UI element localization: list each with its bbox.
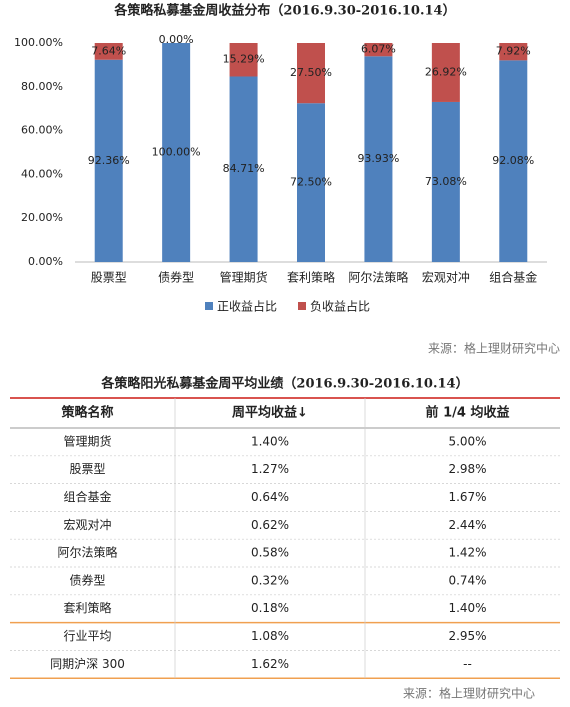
- bar-segment: [297, 103, 325, 262]
- table-cell: 0.74%: [448, 573, 486, 587]
- x-tick-label: 股票型: [91, 271, 127, 285]
- value-label: 92.08%: [492, 154, 534, 167]
- x-tick-label: 套利策略: [287, 270, 335, 285]
- x-tick-label: 管理期货: [220, 270, 268, 285]
- table-cell: 1.42%: [448, 546, 486, 560]
- table-source: 来源：格上理财研究中心: [403, 686, 535, 701]
- table-cell: 0.58%: [251, 546, 289, 560]
- value-label: 100.00%: [152, 146, 201, 159]
- value-label: 15.29%: [223, 53, 265, 66]
- bar-segment: [431, 43, 460, 102]
- bar-segment: [364, 56, 393, 262]
- x-tick-label: 债券型: [158, 270, 194, 285]
- value-label: 92.36%: [88, 154, 130, 167]
- bar-segment: [499, 60, 528, 262]
- bar-segment: [94, 43, 123, 60]
- table-cell: --: [463, 657, 472, 671]
- bar-segment: [94, 59, 123, 263]
- legend-swatch: [205, 302, 213, 310]
- table-cell: 1.62%: [251, 657, 289, 671]
- bar-segment: [431, 101, 460, 262]
- table-cell: 债券型: [69, 572, 105, 587]
- legend-label: 负收益占比: [310, 299, 370, 314]
- value-label: 0.00%: [159, 33, 194, 46]
- table-cell: 股票型: [69, 462, 105, 476]
- bar-segment: [364, 43, 393, 57]
- x-tick-label: 阿尔法策略: [348, 270, 408, 285]
- value-label: 84.71%: [223, 162, 265, 175]
- value-label: 26.92%: [425, 65, 467, 78]
- table-cell: 套利策略: [63, 600, 111, 615]
- table-cell: 0.64%: [251, 490, 289, 504]
- y-tick-label: 20.00%: [21, 211, 63, 224]
- bar-segment: [499, 43, 528, 61]
- chart-title: 各策略私募基金周收益分布（2016.9.30-2016.10.14）: [113, 3, 455, 19]
- x-tick-label: 宏观对冲: [422, 270, 470, 285]
- table-cell: 1.08%: [251, 629, 289, 643]
- bar-segment: [229, 76, 258, 262]
- table-cell: 1.40%: [251, 434, 289, 448]
- table-cell: 同期沪深 300: [50, 657, 125, 671]
- table-cell: 0.62%: [251, 518, 289, 532]
- y-tick-label: 60.00%: [21, 124, 63, 137]
- column-header: 前 1/4 均收益: [426, 405, 510, 421]
- legend-label: 正收益占比: [217, 299, 277, 314]
- x-tick-label: 组合基金: [489, 270, 537, 285]
- column-header: 策略名称: [61, 405, 113, 421]
- table-cell: 管理期货: [63, 433, 111, 448]
- y-tick-label: 80.00%: [21, 80, 63, 93]
- y-tick-label: 40.00%: [21, 167, 63, 180]
- table-cell: 宏观对冲: [63, 517, 111, 532]
- value-label: 7.64%: [91, 44, 126, 57]
- chart-source: 来源：格上理财研究中心: [428, 341, 560, 356]
- value-label: 72.50%: [290, 176, 332, 189]
- table-cell: 2.95%: [448, 629, 486, 643]
- y-tick-label: 0.00%: [28, 255, 63, 268]
- table-cell: 阿尔法策略: [57, 545, 117, 560]
- legend-swatch: [298, 302, 306, 310]
- column-header: 周平均收益↓: [232, 405, 308, 421]
- table-cell: 2.44%: [448, 518, 486, 532]
- table-cell: 行业平均: [63, 629, 111, 643]
- table-title: 各策略阳光私募基金周平均业绩（2016.9.30-2016.10.14）: [100, 376, 468, 392]
- bar-segment: [229, 43, 258, 77]
- value-label: 27.50%: [290, 66, 332, 79]
- table-cell: 组合基金: [63, 489, 111, 504]
- bar-segment: [297, 43, 325, 104]
- table-cell: 5.00%: [448, 434, 486, 448]
- table-cell: 0.18%: [251, 601, 289, 615]
- table-cell: 1.67%: [448, 490, 486, 504]
- table-cell: 0.32%: [251, 573, 289, 587]
- value-label: 7.92%: [496, 45, 531, 58]
- value-label: 93.93%: [357, 152, 399, 165]
- bar-segment: [162, 43, 191, 262]
- table-cell: 1.40%: [448, 601, 486, 615]
- value-label: 6.07%: [361, 43, 396, 56]
- table-cell: 1.27%: [251, 462, 289, 476]
- y-tick-label: 100.00%: [14, 36, 63, 49]
- value-label: 73.08%: [425, 175, 467, 188]
- table-cell: 2.98%: [448, 462, 486, 476]
